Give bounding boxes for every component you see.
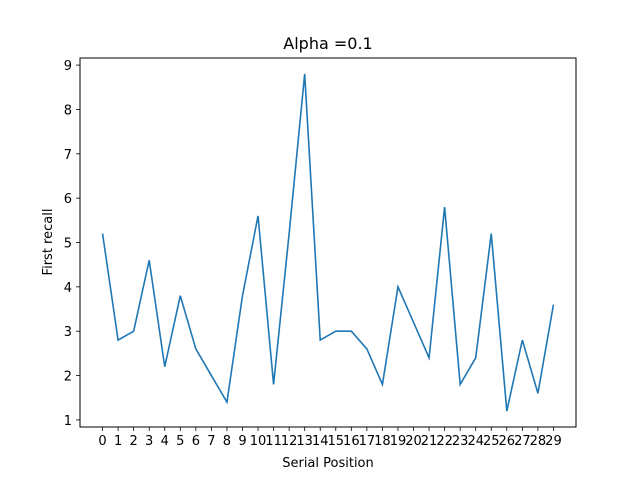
x-tick-label: 27	[514, 434, 531, 449]
x-tick-label: 24	[467, 434, 484, 449]
y-tick-label: 3	[64, 325, 72, 340]
x-tick-label: 20	[405, 434, 422, 449]
x-tick-label: 3	[145, 434, 153, 449]
y-tick-label: 7	[64, 148, 72, 163]
x-tick-label: 22	[436, 434, 453, 449]
y-tick-label: 2	[64, 370, 72, 385]
y-tick-label: 8	[64, 103, 72, 118]
y-tick-label: 4	[64, 281, 72, 296]
x-tick-label: 26	[499, 434, 516, 449]
x-tick-label: 5	[176, 434, 184, 449]
x-tick-label: 7	[207, 434, 215, 449]
chart-title: Alpha =0.1	[283, 34, 372, 53]
x-tick-label: 29	[545, 434, 562, 449]
y-tick-label: 1	[64, 414, 72, 429]
x-axis-ticks: 0 1 2 3 4 5 6 7 8 9 10 11 12 13 14 15 16 17 18 19 20 21 22 23 24…	[98, 427, 562, 449]
x-tick-label: 14	[312, 434, 329, 449]
x-tick-label: 4	[161, 434, 169, 449]
x-tick-label: 17	[359, 434, 376, 449]
x-tick-label: 1	[114, 434, 122, 449]
series-line	[101, 73, 555, 412]
x-tick-label: 2	[130, 434, 138, 449]
x-tick-label: 10	[250, 434, 267, 449]
plot-area-frame	[79, 57, 577, 428]
y-tick-label: 9	[64, 59, 72, 74]
x-tick-label: 16	[343, 434, 360, 449]
x-tick-label: 8	[223, 434, 231, 449]
x-tick-label: 21	[421, 434, 438, 449]
x-axis-label: Serial Position	[282, 456, 374, 471]
x-tick-label: 11	[265, 434, 282, 449]
y-tick-label: 5	[64, 237, 72, 252]
x-tick-label: 18	[374, 434, 391, 449]
x-tick-label: 15	[328, 434, 345, 449]
x-tick-label: 13	[296, 434, 313, 449]
x-tick-label: 23	[452, 434, 469, 449]
x-tick-label: 6	[192, 434, 200, 449]
x-tick-label: 12	[281, 434, 298, 449]
x-tick-label: 9	[238, 434, 246, 449]
x-tick-label: 0	[98, 434, 106, 449]
x-tick-label: 19	[390, 434, 407, 449]
y-axis-ticks: 1 2 3 4 5 6 7 8 9	[64, 59, 80, 429]
x-tick-label: 28	[530, 434, 547, 449]
y-tick-label: 6	[64, 192, 72, 207]
y-axis-label: First recall	[41, 209, 56, 276]
x-tick-label: 25	[483, 434, 500, 449]
